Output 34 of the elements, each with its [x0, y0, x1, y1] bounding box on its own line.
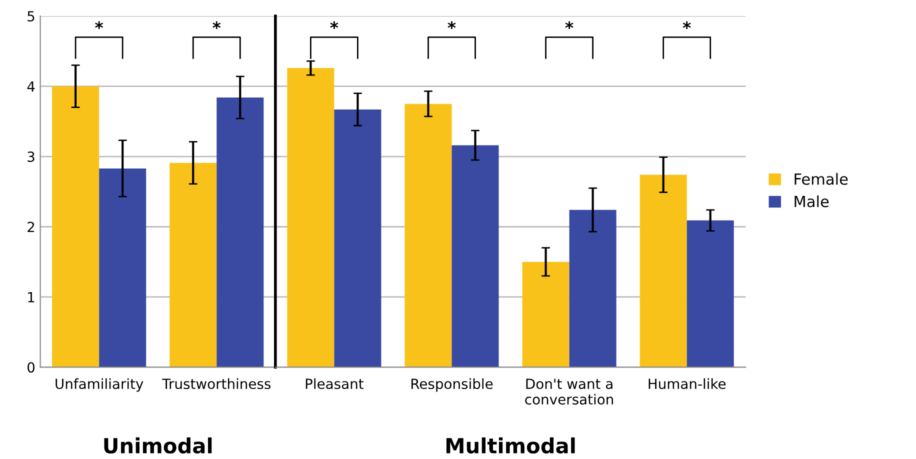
x-tick-label: Pleasant — [306, 378, 364, 390]
annotation: * — [95, 21, 104, 30]
bar — [522, 262, 570, 368]
y-tick-label: 5 — [28, 11, 34, 22]
x-axis-title: Multimodal — [446, 437, 575, 454]
annotation: * — [682, 21, 691, 30]
bar — [99, 168, 146, 368]
bar — [569, 210, 616, 368]
bar — [640, 174, 687, 368]
y-tick-label: 2 — [28, 222, 34, 232]
y-tick-label: 1 — [28, 292, 34, 302]
y-tick-label: 3 — [28, 151, 34, 162]
x-axis-title: Unimodal — [104, 437, 212, 454]
bar — [452, 145, 499, 368]
annotation: * — [448, 21, 456, 30]
bar — [686, 220, 734, 368]
annotation: * — [212, 21, 221, 30]
x-tick-label: Responsible — [411, 378, 493, 392]
annotation: * — [330, 21, 338, 30]
bar — [216, 98, 264, 368]
legend-label: Male — [794, 195, 829, 208]
annotation: * — [565, 21, 574, 30]
y-tick-label: 4 — [27, 81, 35, 92]
bar — [170, 162, 217, 368]
y-tick-label: 0 — [28, 362, 35, 373]
bar — [52, 86, 100, 368]
x-tick-label: Unfamiliarity — [56, 378, 144, 392]
x-tick-label: Trustworthiness — [162, 378, 271, 390]
bar — [404, 104, 452, 368]
bar — [334, 109, 382, 368]
x-tick-label: Human-like — [648, 378, 726, 390]
legend-label: Female — [794, 173, 848, 185]
x-tick-label: Don't want a conversation — [525, 378, 613, 405]
bar — [287, 68, 334, 368]
